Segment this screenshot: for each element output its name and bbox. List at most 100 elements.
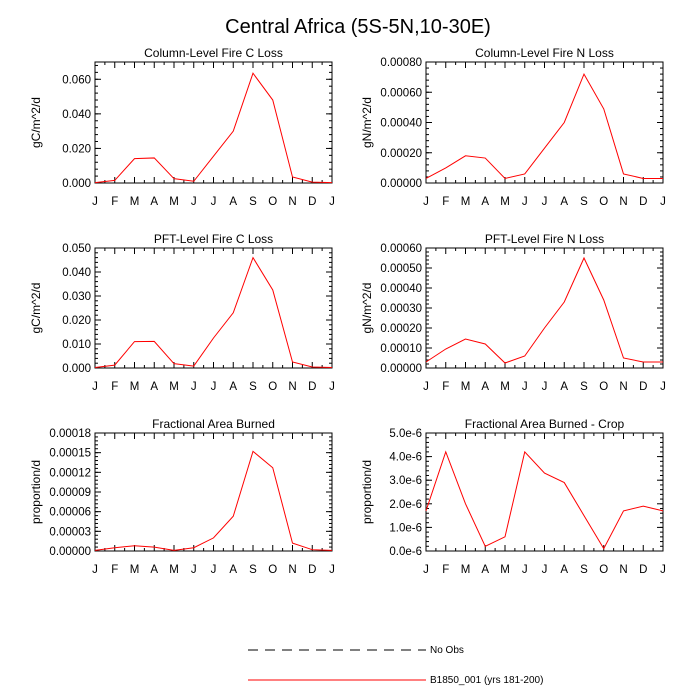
x-tick-label: O <box>268 381 277 393</box>
y-tick-label: 0.00018 <box>49 428 91 440</box>
x-tick-label: M <box>500 564 510 576</box>
x-tick-label: N <box>288 381 296 393</box>
chart-title: PFT-Level Fire C Loss <box>154 232 273 246</box>
plot-frame <box>425 432 664 552</box>
x-tick-label: A <box>150 381 158 393</box>
plot-frame <box>94 432 333 552</box>
x-tick-label: M <box>461 196 471 208</box>
y-tick-label: 0.000 <box>62 363 91 375</box>
y-tick-label: 0.00009 <box>49 487 91 499</box>
y-tick-label: 5.0e-6 <box>389 428 422 440</box>
chart-title: Fractional Area Burned - Crop <box>465 417 625 431</box>
x-tick-label: J <box>191 196 197 208</box>
x-tick-label: J <box>191 564 197 576</box>
x-tick-label: A <box>229 564 237 576</box>
x-tick-label: M <box>130 564 140 576</box>
x-tick-label: A <box>229 196 237 208</box>
x-tick-label: J <box>522 381 528 393</box>
y-tick-label: 0.000 <box>62 178 91 190</box>
series-line <box>425 72 663 180</box>
x-tick-label: J <box>329 196 335 208</box>
y-tick-label: 0.00000 <box>380 363 422 375</box>
y-tick-label: 0.0e-6 <box>389 546 422 558</box>
x-tick-label: J <box>92 196 98 208</box>
x-tick-label: A <box>481 381 489 393</box>
x-tick-label: M <box>169 196 179 208</box>
x-tick-label: S <box>580 381 588 393</box>
x-tick-label: F <box>111 196 118 208</box>
x-tick-label: J <box>329 381 335 393</box>
y-tick-label: 0.00060 <box>380 243 422 255</box>
x-tick-label: J <box>329 564 335 576</box>
x-tick-label: M <box>461 564 471 576</box>
x-tick-label: S <box>580 196 588 208</box>
x-tick-label: J <box>92 381 98 393</box>
x-tick-label: A <box>481 564 489 576</box>
x-tick-label: A <box>150 564 158 576</box>
x-tick-label: J <box>92 564 98 576</box>
y-tick-label: 0.00080 <box>380 57 422 69</box>
x-tick-label: N <box>288 196 296 208</box>
chart-title: Column-Level Fire N Loss <box>475 46 614 60</box>
x-tick-label: F <box>111 564 118 576</box>
y-tick-label: 0.00000 <box>49 546 91 558</box>
y-tick-label: 0.00020 <box>380 148 422 160</box>
y-tick-label: 0.030 <box>62 291 91 303</box>
x-tick-label: S <box>249 381 257 393</box>
y-tick-label: 0.00000 <box>380 178 422 190</box>
y-tick-label: 4.0e-6 <box>389 452 422 464</box>
x-tick-label: N <box>288 564 296 576</box>
x-tick-label: M <box>130 381 140 393</box>
y-axis-label: gN/m^2/d <box>360 283 374 334</box>
y-tick-label: 0.00020 <box>380 323 422 335</box>
y-tick-label: 0.00015 <box>49 448 91 460</box>
x-tick-label: J <box>522 196 528 208</box>
y-tick-label: 0.020 <box>62 143 91 155</box>
x-tick-label: A <box>481 196 489 208</box>
x-tick-label: F <box>442 381 449 393</box>
x-tick-label: J <box>423 196 429 208</box>
y-tick-label: 0.00040 <box>380 118 422 130</box>
y-tick-label: 0.00050 <box>380 263 422 275</box>
x-tick-label: A <box>560 196 568 208</box>
plot-frame <box>94 247 333 369</box>
y-tick-label: 0.040 <box>62 267 91 279</box>
x-tick-label: M <box>500 196 510 208</box>
y-tick-label: 0.00040 <box>380 283 422 295</box>
y-tick-label: 0.00010 <box>380 343 422 355</box>
x-tick-label: N <box>619 564 627 576</box>
plot-frame <box>425 247 664 369</box>
x-tick-label: J <box>660 196 666 208</box>
y-tick-label: 3.0e-6 <box>389 475 422 487</box>
chart-panel-6: Fractional Area Burned - Crop proportion/… <box>360 417 666 576</box>
x-tick-label: F <box>442 196 449 208</box>
x-tick-label: A <box>229 381 237 393</box>
y-axis-label: proportion/d <box>29 460 43 524</box>
x-tick-label: M <box>500 381 510 393</box>
x-tick-label: S <box>580 564 588 576</box>
y-tick-label: 0.00006 <box>49 507 91 519</box>
y-axis-label: gN/m^2/d <box>360 97 374 148</box>
x-tick-label: O <box>599 564 608 576</box>
x-tick-label: O <box>268 564 277 576</box>
x-tick-label: A <box>560 381 568 393</box>
x-tick-label: M <box>169 381 179 393</box>
series-line <box>94 450 333 551</box>
x-tick-label: S <box>249 196 257 208</box>
chart-title: Column-Level Fire C Loss <box>144 46 283 60</box>
legend-obs-label: No Obs <box>430 645 464 656</box>
x-tick-label: D <box>639 381 647 393</box>
x-tick-label: J <box>542 381 548 393</box>
y-tick-label: 0.00030 <box>380 303 422 315</box>
y-tick-label: 0.020 <box>62 315 91 327</box>
x-tick-label: D <box>308 196 316 208</box>
x-tick-label: N <box>619 381 627 393</box>
x-tick-label: O <box>599 381 608 393</box>
x-tick-label: F <box>442 564 449 576</box>
